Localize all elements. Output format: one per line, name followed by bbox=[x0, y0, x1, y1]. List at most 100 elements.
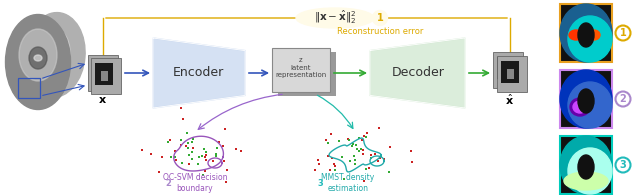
Point bbox=[230, 148, 241, 151]
Point bbox=[221, 168, 232, 171]
Bar bbox=[92, 60, 110, 82]
Point bbox=[357, 149, 367, 152]
Ellipse shape bbox=[560, 136, 612, 194]
Point bbox=[198, 174, 208, 177]
Point bbox=[325, 169, 335, 172]
Point bbox=[201, 153, 211, 157]
Ellipse shape bbox=[6, 14, 70, 110]
Point bbox=[349, 159, 360, 162]
Circle shape bbox=[314, 177, 326, 189]
Point bbox=[327, 156, 337, 159]
Ellipse shape bbox=[560, 4, 612, 62]
Text: 1: 1 bbox=[376, 13, 383, 23]
Point bbox=[183, 147, 193, 150]
Point bbox=[358, 152, 368, 155]
Point bbox=[200, 150, 211, 153]
Point bbox=[163, 140, 173, 143]
Point bbox=[184, 163, 195, 166]
Point bbox=[374, 157, 385, 160]
Point bbox=[170, 158, 180, 161]
Point bbox=[358, 134, 369, 137]
Point bbox=[200, 155, 210, 158]
Bar bbox=[497, 57, 515, 79]
Point bbox=[218, 144, 228, 147]
Point bbox=[157, 155, 167, 158]
Circle shape bbox=[616, 91, 630, 106]
Point bbox=[314, 162, 324, 165]
Point bbox=[348, 143, 358, 146]
Point bbox=[360, 168, 371, 171]
Point bbox=[406, 149, 416, 152]
Circle shape bbox=[616, 26, 630, 41]
Ellipse shape bbox=[568, 16, 612, 62]
Ellipse shape bbox=[40, 30, 70, 80]
Point bbox=[184, 153, 194, 156]
Point bbox=[325, 133, 335, 136]
Point bbox=[345, 160, 355, 163]
Point bbox=[199, 147, 209, 151]
Point bbox=[364, 166, 374, 169]
Text: Reconstruction error: Reconstruction error bbox=[337, 27, 423, 35]
Point bbox=[208, 160, 218, 163]
Bar bbox=[88, 55, 118, 91]
Point bbox=[328, 162, 339, 165]
Text: Encoder: Encoder bbox=[172, 66, 223, 80]
Point bbox=[177, 162, 188, 165]
Ellipse shape bbox=[564, 172, 608, 190]
Point bbox=[321, 138, 331, 141]
Point bbox=[170, 150, 180, 153]
Point bbox=[200, 155, 211, 158]
Point bbox=[361, 136, 371, 139]
Point bbox=[366, 156, 376, 159]
Point bbox=[354, 150, 364, 153]
Text: 1: 1 bbox=[620, 28, 627, 38]
Point bbox=[211, 155, 221, 158]
Point bbox=[188, 138, 198, 141]
Point bbox=[193, 162, 204, 166]
Point bbox=[179, 118, 189, 121]
Point bbox=[137, 148, 147, 151]
Point bbox=[176, 106, 186, 109]
Point bbox=[351, 143, 361, 146]
Point bbox=[353, 148, 363, 151]
Text: OC-SVM decision
boundary: OC-SVM decision boundary bbox=[163, 173, 227, 193]
Ellipse shape bbox=[25, 13, 85, 98]
Bar bbox=[98, 68, 105, 78]
Point bbox=[187, 158, 197, 161]
Ellipse shape bbox=[578, 155, 594, 179]
Bar bbox=[95, 63, 113, 85]
Point bbox=[374, 126, 384, 129]
Bar bbox=[18, 78, 40, 98]
Ellipse shape bbox=[560, 70, 612, 128]
Bar bbox=[560, 4, 612, 62]
Point bbox=[330, 169, 340, 172]
Point bbox=[323, 142, 333, 145]
Point bbox=[385, 145, 395, 149]
Text: $\|\mathbf{x} - \hat{\mathbf{x}}\|_2^2$: $\|\mathbf{x} - \hat{\mathbf{x}}\|_2^2$ bbox=[314, 8, 356, 26]
Point bbox=[201, 159, 211, 162]
Point bbox=[219, 159, 229, 162]
Text: 3: 3 bbox=[620, 160, 627, 170]
Polygon shape bbox=[153, 38, 245, 108]
Point bbox=[379, 157, 389, 160]
Point bbox=[376, 154, 387, 158]
Point bbox=[313, 158, 323, 161]
Point bbox=[188, 146, 198, 150]
Ellipse shape bbox=[578, 89, 594, 113]
Point bbox=[323, 154, 333, 158]
Text: $\mathbf{x}$: $\mathbf{x}$ bbox=[99, 95, 108, 105]
Point bbox=[373, 160, 383, 163]
Point bbox=[357, 138, 367, 141]
Point bbox=[330, 165, 340, 168]
Text: Decoder: Decoder bbox=[392, 66, 444, 80]
Point bbox=[183, 142, 193, 145]
Text: z
latent
representation: z latent representation bbox=[275, 58, 326, 79]
Bar bbox=[507, 69, 514, 79]
Ellipse shape bbox=[296, 8, 374, 28]
Point bbox=[221, 180, 231, 183]
Point bbox=[166, 156, 176, 159]
Point bbox=[353, 136, 364, 139]
Point bbox=[359, 180, 369, 183]
Ellipse shape bbox=[573, 101, 587, 113]
Ellipse shape bbox=[34, 55, 42, 61]
